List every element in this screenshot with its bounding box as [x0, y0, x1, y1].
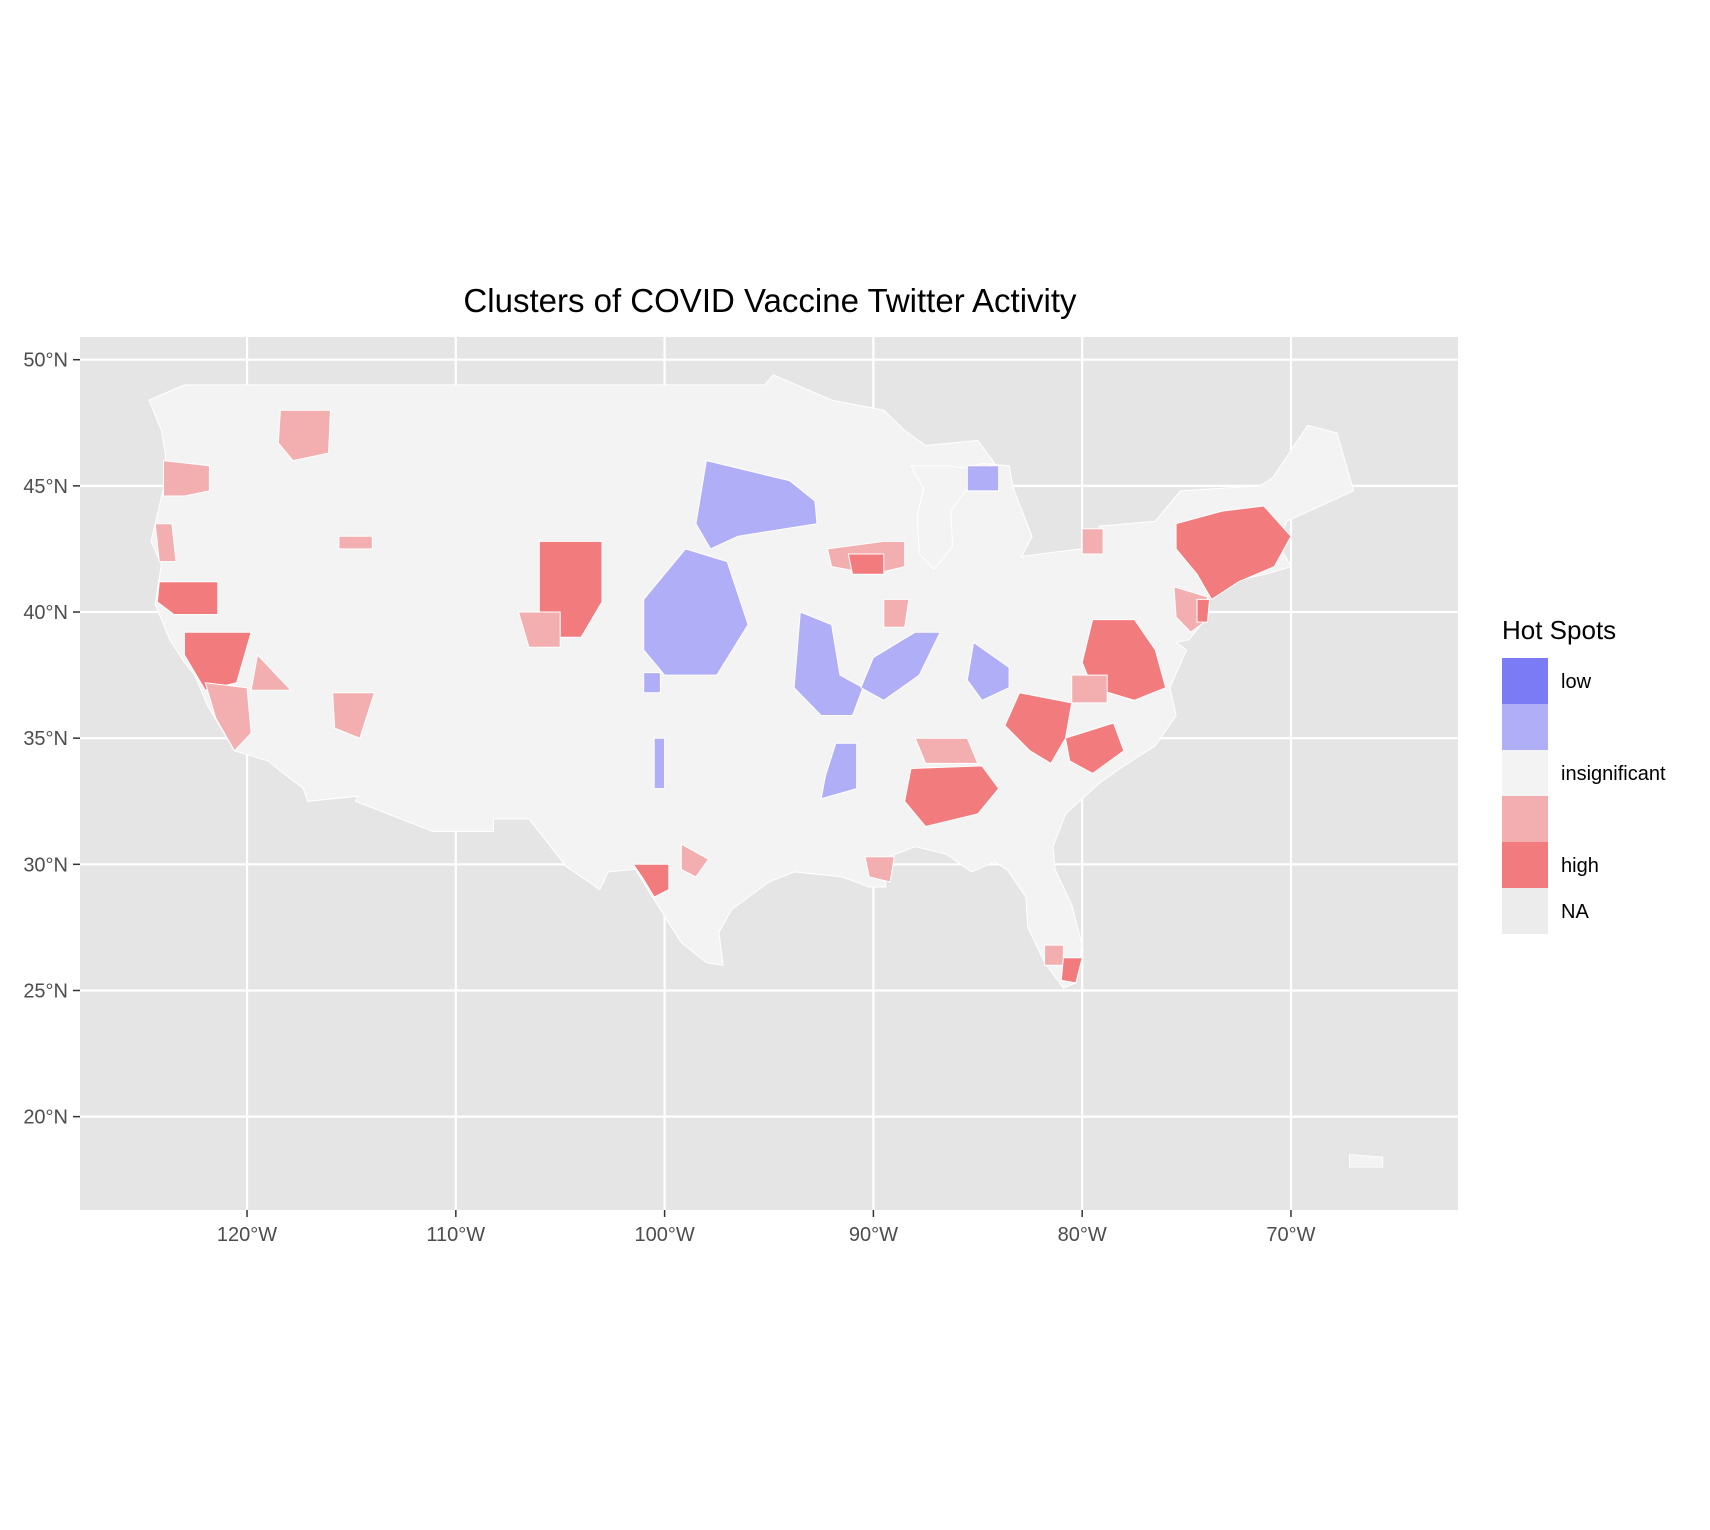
cluster-high-moderate: [864, 856, 895, 883]
legend-swatch: [1502, 888, 1548, 934]
cluster-low-moderate: [643, 548, 749, 676]
y-tick-label: 40°N: [23, 602, 68, 624]
puerto-rico-land: [1349, 1154, 1384, 1168]
us-land: [148, 374, 1355, 989]
cluster-high-moderate: [883, 598, 910, 628]
legend-label: NA: [1561, 901, 1589, 923]
y-tick-label: 35°N: [23, 728, 68, 750]
cluster-high-moderate: [332, 692, 376, 739]
cluster-high-moderate: [1071, 674, 1108, 704]
legend-swatch: [1502, 658, 1548, 704]
axes: 120°W 110°W 100°W 90°W 80°W 70°W 50°N 45°N 40°N 3…: [23, 350, 1315, 1246]
legend: Hot Spots low insignificant high NA: [1502, 615, 1666, 934]
cluster-low-moderate: [695, 459, 818, 550]
y-tick-label: 25°N: [23, 980, 68, 1002]
y-tick-label: 50°N: [23, 350, 68, 372]
y-tick-label: 30°N: [23, 854, 68, 876]
x-tick-label: 90°W: [849, 1224, 898, 1246]
cluster-high-moderate: [680, 843, 710, 878]
cluster-low-moderate: [653, 737, 666, 790]
x-tick-label: 100°W: [634, 1224, 694, 1246]
cluster-high-moderate: [914, 737, 979, 764]
cluster-high-moderate: [250, 653, 293, 691]
cluster-high: [904, 765, 1000, 828]
cluster-high: [632, 863, 670, 898]
cluster-high-moderate: [338, 535, 373, 550]
legend-items: low insignificant high NA: [1502, 658, 1666, 934]
cluster-high-moderate: [277, 409, 332, 462]
cluster-low-moderate: [793, 611, 864, 716]
cluster-low-moderate: [966, 641, 1010, 701]
legend-swatch: [1502, 704, 1548, 750]
cluster-high-moderate: [517, 611, 561, 648]
cluster-high-moderate: [163, 460, 210, 497]
cluster-high-moderate: [1044, 944, 1064, 966]
x-tick-label: 80°W: [1058, 1224, 1107, 1246]
land-layer: [148, 374, 1384, 1168]
y-tick-label: 45°N: [23, 476, 68, 498]
cluster-high: [1064, 722, 1125, 775]
x-tick-label: 110°W: [426, 1224, 485, 1246]
cluster-high: [156, 581, 219, 615]
cluster-low-moderate: [820, 742, 858, 800]
legend-swatch: [1502, 750, 1548, 796]
cluster-high: [1175, 505, 1292, 601]
chart-title: Clusters of COVID Vaccine Twitter Activi…: [463, 282, 1077, 319]
cluster-low-moderate: [860, 631, 941, 701]
cluster-high: [1060, 957, 1083, 984]
cluster-high: [1196, 598, 1211, 623]
cluster-low-moderate: [643, 672, 661, 694]
legend-label: insignificant: [1561, 763, 1666, 785]
cluster-high: [847, 553, 885, 575]
cluster-high-moderate: [154, 523, 177, 563]
x-tick-label: 120°W: [217, 1224, 277, 1246]
cluster-low-moderate: [966, 465, 1000, 492]
legend-label: high: [1561, 855, 1599, 877]
x-tick-label: 70°W: [1266, 1224, 1315, 1246]
cluster-high-moderate: [204, 682, 252, 752]
cluster-high-moderate: [1081, 528, 1104, 555]
legend-label: low: [1561, 671, 1592, 693]
legend-swatch: [1502, 842, 1548, 888]
y-tick-label: 20°N: [23, 1107, 68, 1129]
legend-swatch: [1502, 796, 1548, 842]
hotspot-clusters: [154, 409, 1292, 984]
legend-title: Hot Spots: [1502, 615, 1616, 645]
